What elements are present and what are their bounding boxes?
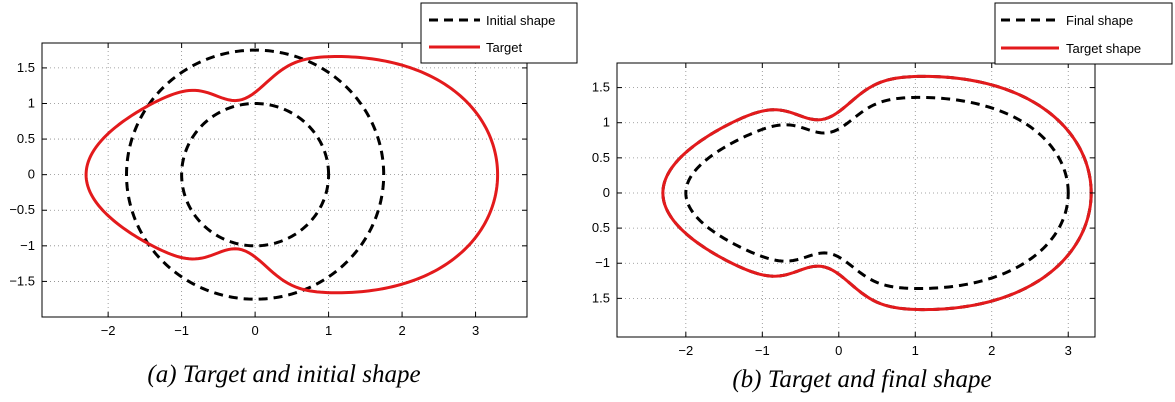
legend-label-initial-shape: Initial shape bbox=[486, 13, 555, 28]
y-tick-label-b-3: 0 bbox=[603, 185, 610, 200]
y-tick-labels-a: 1.5 1 0.5 0 −0.5 −1 −1.5 bbox=[9, 60, 527, 288]
grid-b bbox=[617, 63, 1095, 337]
y-tick-label-a-5: −1 bbox=[20, 238, 35, 253]
y-tick-label-a-1: 1 bbox=[28, 95, 35, 110]
y-tick-label-b-1: 1 bbox=[603, 115, 610, 130]
x-tick-label-b-5: 3 bbox=[1065, 343, 1072, 358]
series-group-a bbox=[84, 48, 500, 301]
y-tick-label-b-6: 1.5 bbox=[592, 290, 610, 305]
x-tick-label-a-4: 2 bbox=[398, 323, 405, 338]
grid-a bbox=[42, 43, 527, 317]
plot-area-b bbox=[616, 62, 1096, 338]
x-tick-label-a-3: 1 bbox=[325, 323, 332, 338]
legend-b: Final shape Target shape bbox=[994, 2, 1173, 65]
chart-panel-a: −2 −1 0 1 2 3 1.5 1 0.5 0 −0.5 −1 −1.5 Initial shap… bbox=[9, 2, 578, 388]
series-a-0-curve-1 bbox=[125, 48, 386, 301]
plot-area-a bbox=[41, 42, 528, 318]
series-group-b bbox=[661, 74, 1093, 312]
x-tick-label-a-0: −2 bbox=[101, 323, 116, 338]
y-tick-label-b-0: 1.5 bbox=[592, 80, 610, 95]
y-tick-labels-b: 1.5 1 0.5 0 0.5 −1 1.5 bbox=[592, 80, 1095, 305]
y-tick-label-b-2: 0.5 bbox=[592, 150, 610, 165]
x-tick-label-a-1: −1 bbox=[174, 323, 189, 338]
series-a-0-curve-0 bbox=[180, 101, 331, 248]
x-tick-label-a-2: 0 bbox=[251, 323, 258, 338]
x-tick-label-b-3: 1 bbox=[912, 343, 919, 358]
legend-label-target-shape: Target shape bbox=[1066, 41, 1141, 56]
series-a-1-curve-0 bbox=[84, 55, 500, 295]
series-b-1-curve-0 bbox=[661, 74, 1093, 312]
x-tick-label-b-2: 0 bbox=[835, 343, 842, 358]
chart-panel-b: −2 −1 0 1 2 3 1.5 1 0.5 0 0.5 −1 1.5 Final shape Ta… bbox=[592, 2, 1173, 393]
legend-label-final-shape: Final shape bbox=[1066, 13, 1133, 28]
y-tick-label-a-0: 1.5 bbox=[17, 60, 35, 75]
y-tick-label-b-4: 0.5 bbox=[592, 220, 610, 235]
y-tick-label-a-6: −1.5 bbox=[9, 273, 35, 288]
y-tick-label-a-2: 0.5 bbox=[17, 131, 35, 146]
x-tick-label-b-1: −1 bbox=[755, 343, 770, 358]
series-b-0-curve-0 bbox=[684, 95, 1070, 291]
legend-label-target: Target bbox=[486, 40, 523, 55]
legend-box-b bbox=[994, 2, 1173, 65]
y-tick-label-a-3: 0 bbox=[28, 167, 35, 182]
x-tick-label-b-0: −2 bbox=[678, 343, 693, 358]
y-tick-label-a-4: −0.5 bbox=[9, 202, 35, 217]
caption-b: (b) Target and final shape bbox=[732, 366, 991, 393]
x-tick-label-b-4: 2 bbox=[988, 343, 995, 358]
legend-box-a bbox=[420, 2, 578, 64]
x-tick-label-a-5: 3 bbox=[472, 323, 479, 338]
caption-a: (a) Target and initial shape bbox=[147, 361, 420, 388]
y-tick-label-b-5: −1 bbox=[595, 255, 610, 270]
legend-a: Initial shape Target bbox=[420, 2, 578, 64]
x-tick-labels-a: −2 −1 0 1 2 3 bbox=[101, 43, 479, 338]
x-tick-labels-b: −2 −1 0 1 2 3 bbox=[678, 63, 1072, 358]
